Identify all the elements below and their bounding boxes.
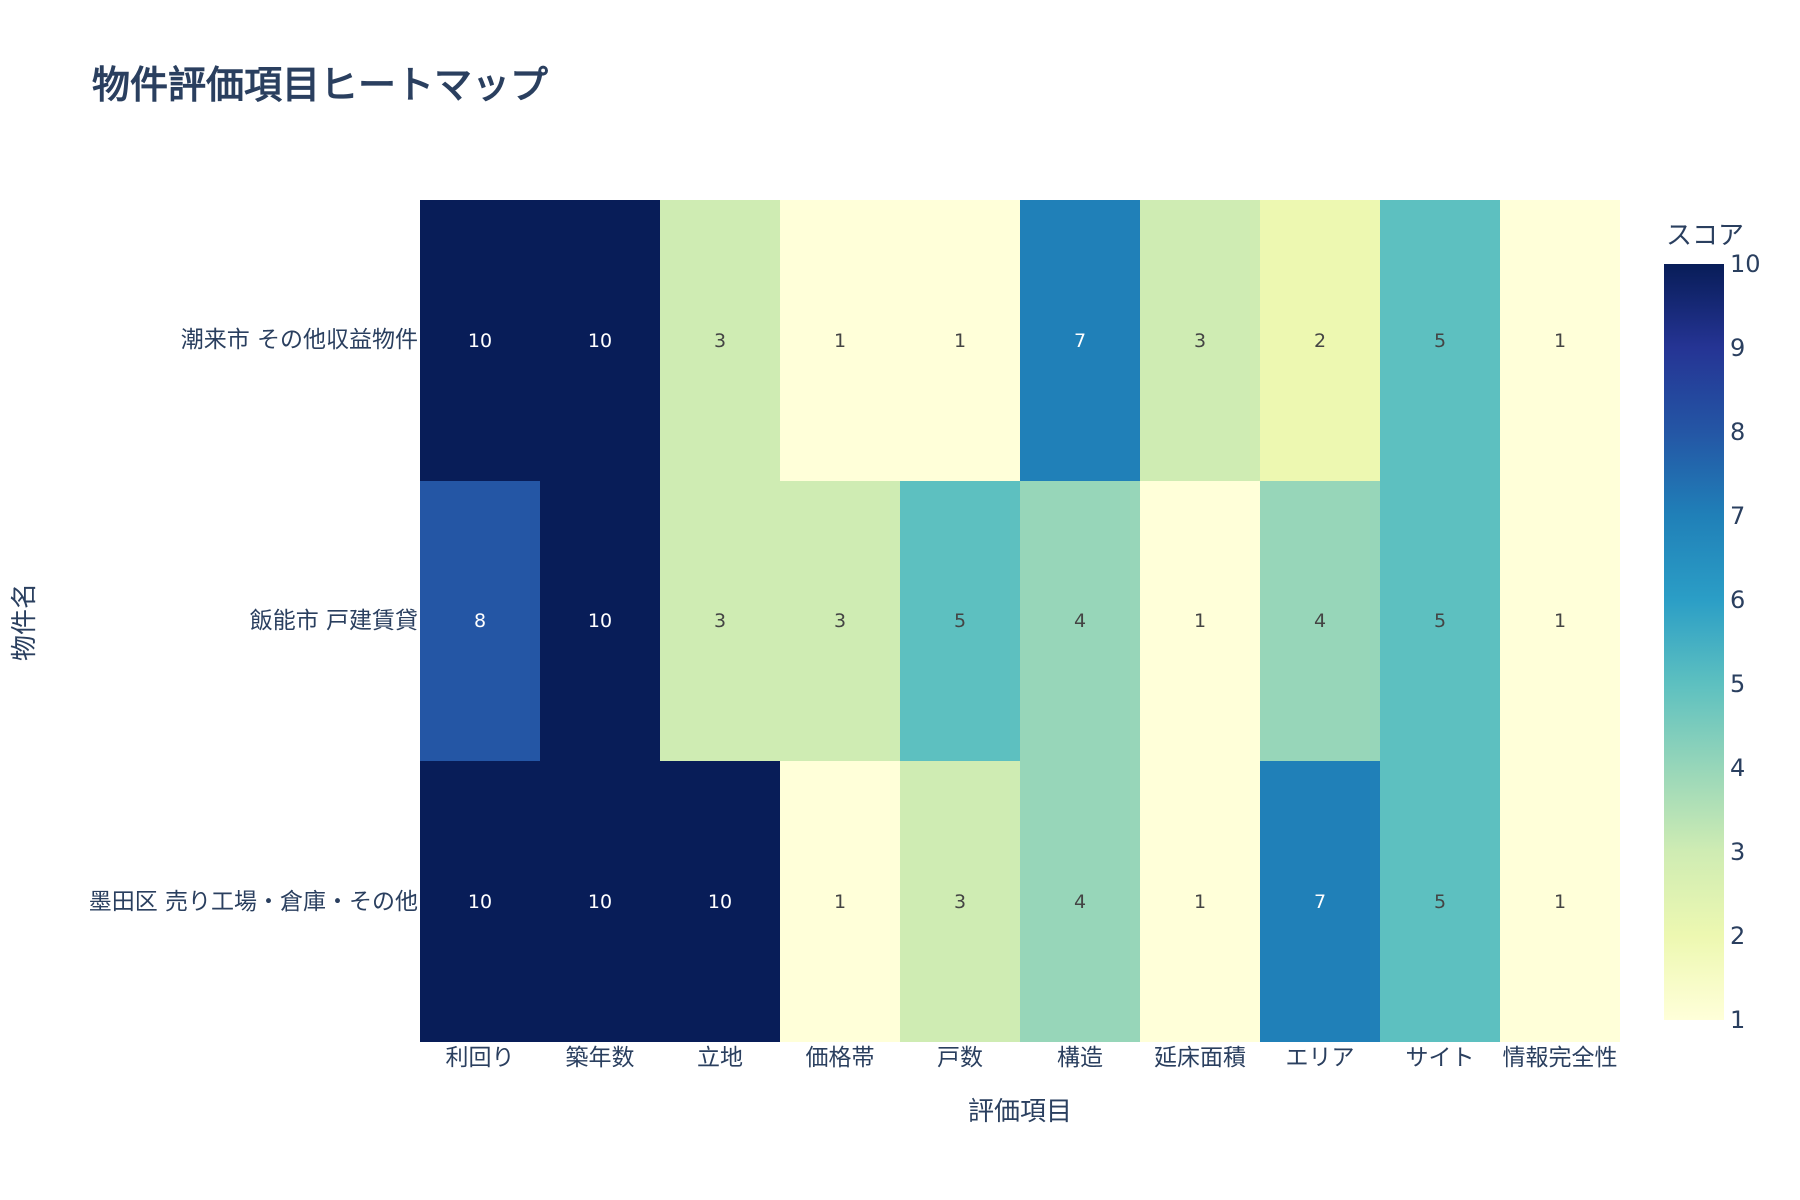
- colorbar-tick-label: 7: [1730, 502, 1746, 530]
- heatmap-cell[interactable]: 3: [1140, 200, 1260, 481]
- heatmap-cell[interactable]: 1: [780, 200, 900, 481]
- heatmap-cell[interactable]: 7: [1260, 761, 1380, 1043]
- heatmap-cell[interactable]: 2: [1260, 200, 1380, 481]
- colorbar-tick-label: 3: [1730, 838, 1746, 866]
- heatmap-cell[interactable]: 10: [660, 761, 780, 1043]
- heatmap-cell[interactable]: 10: [540, 761, 660, 1043]
- chart-title: 物件評価項目ヒートマップ: [92, 63, 549, 107]
- colorbar-tick-label: 1: [1730, 1006, 1746, 1034]
- heatmap-cell[interactable]: 5: [900, 480, 1020, 762]
- colorbar-tick-label: 6: [1730, 586, 1746, 614]
- heatmap-cell[interactable]: 5: [1380, 480, 1500, 762]
- colorbar-tick-label: 10: [1730, 250, 1761, 278]
- x-tick-label: 築年数: [565, 1045, 635, 1071]
- heatmap-cell[interactable]: 10: [540, 480, 660, 762]
- heatmap-cell[interactable]: 5: [1380, 200, 1500, 481]
- heatmap-cell[interactable]: 8: [420, 480, 540, 762]
- heatmap-cell[interactable]: 3: [780, 480, 900, 762]
- x-tick-label: 価格帯: [805, 1045, 875, 1071]
- heatmap-cell[interactable]: 1: [1500, 761, 1620, 1043]
- heatmap-cell[interactable]: 4: [1260, 480, 1380, 762]
- heatmap-cell[interactable]: 1: [900, 200, 1020, 481]
- heatmap-cell[interactable]: 1: [1140, 761, 1260, 1043]
- heatmap-plot-area[interactable]: 10 10 3 1 1 7 3 2 5 1 8 10 3 3 5 4 1 4 5 1 10 10 10 1 3 4 1 7 5 1: [420, 200, 1620, 1043]
- heatmap-cell[interactable]: 1: [1500, 480, 1620, 762]
- x-tick-label: サイト: [1405, 1045, 1475, 1071]
- heatmap-cell[interactable]: 10: [420, 200, 540, 481]
- heatmap-cell[interactable]: 3: [660, 200, 780, 481]
- y-tick-label: 潮来市 その他収益物件: [180, 327, 418, 354]
- y-axis-title: 物件名: [10, 582, 40, 662]
- x-tick-label: 戸数: [937, 1045, 983, 1071]
- colorbar-tick-label: 5: [1730, 670, 1746, 698]
- x-axis-title: 評価項目: [967, 1097, 1073, 1127]
- x-tick-label: 構造: [1057, 1045, 1103, 1071]
- heatmap-cell[interactable]: 4: [1020, 761, 1140, 1043]
- heatmap-cell[interactable]: 4: [1020, 480, 1140, 762]
- x-tick-label: 立地: [697, 1045, 743, 1071]
- heatmap-cell[interactable]: 10: [420, 761, 540, 1043]
- heatmap-cell[interactable]: 3: [660, 480, 780, 762]
- heatmap-cell[interactable]: 7: [1020, 200, 1140, 481]
- colorbar-tick-label: 2: [1730, 922, 1746, 950]
- y-tick-label: 飯能市 戸建賃貸: [249, 608, 418, 634]
- heatmap-cell[interactable]: 1: [1500, 200, 1620, 481]
- colorbar-tick-label: 9: [1730, 334, 1746, 362]
- colorbar-title: スコア: [1666, 221, 1745, 251]
- x-tick-label: エリア: [1285, 1045, 1355, 1071]
- x-tick-label: 利回り: [445, 1045, 515, 1071]
- heatmap-cell[interactable]: 1: [1140, 480, 1260, 762]
- heatmap-cell[interactable]: 5: [1380, 761, 1500, 1043]
- heatmap-cell[interactable]: 1: [780, 761, 900, 1043]
- heatmap-cell[interactable]: 10: [540, 200, 660, 481]
- colorbar: [1664, 264, 1724, 1020]
- x-tick-label: 情報完全性: [1502, 1045, 1618, 1071]
- heatmap-cell[interactable]: 3: [900, 761, 1020, 1043]
- colorbar-tick-label: 4: [1730, 754, 1746, 782]
- y-tick-label: 墨田区 売り工場・倉庫・その他: [88, 888, 418, 915]
- colorbar-tick-label: 8: [1730, 418, 1746, 446]
- x-tick-label: 延床面積: [1154, 1045, 1246, 1071]
